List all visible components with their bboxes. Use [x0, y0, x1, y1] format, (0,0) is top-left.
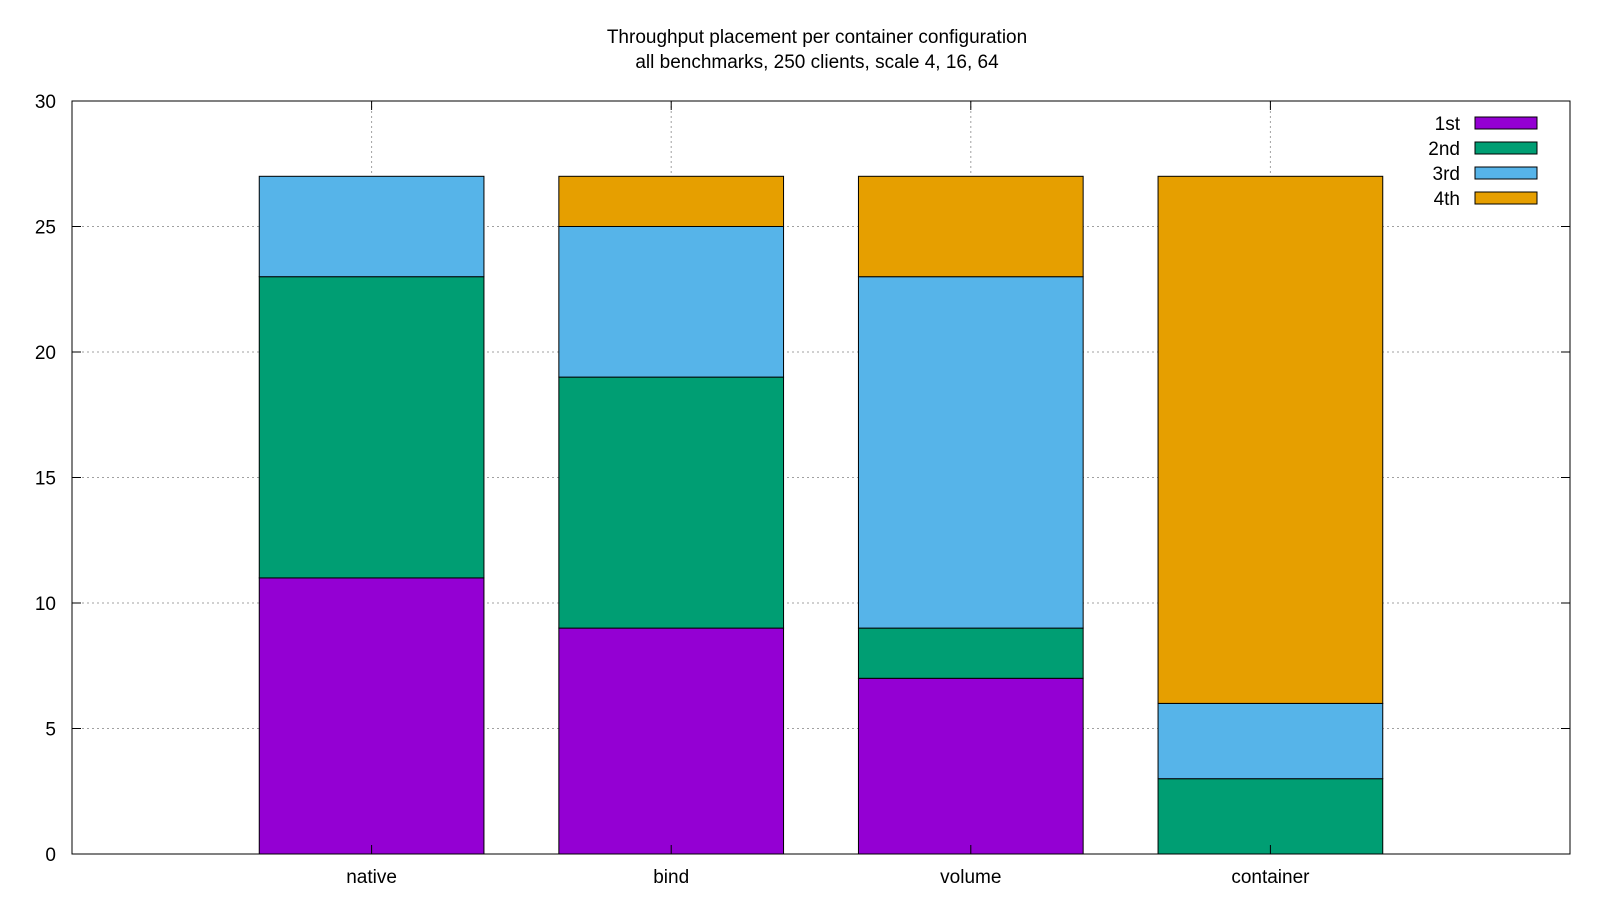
y-tick-label: 20: [35, 343, 56, 364]
legend: 1st 2nd 3rd 4th: [1428, 114, 1538, 210]
legend-swatch: [1474, 191, 1538, 205]
y-tick-label: 10: [35, 594, 56, 615]
chart-subtitle: all benchmarks, 250 clients, scale 4, 16…: [635, 52, 999, 73]
legend-label: 2nd: [1428, 139, 1460, 160]
bar-container-2nd: [1157, 778, 1384, 855]
x-tick-label: container: [1231, 867, 1310, 888]
y-tick-label: 0: [45, 845, 56, 866]
bar-bind-2nd: [558, 376, 785, 629]
plot-frame: [71, 100, 1571, 855]
x-tick-label: native: [346, 867, 397, 888]
bar-container-3rd: [1157, 702, 1384, 780]
legend-label: 1st: [1435, 114, 1461, 135]
bar-native-3rd: [258, 175, 485, 278]
legend-label: 3rd: [1433, 164, 1460, 185]
legend-label: 4th: [1434, 189, 1460, 210]
legend-swatch: [1474, 141, 1538, 155]
bar-native-2nd: [258, 276, 485, 579]
bar-container-4th: [1157, 175, 1384, 704]
bar-volume-3rd: [857, 276, 1084, 629]
bars: [258, 175, 1384, 855]
bar-bind-4th: [558, 175, 785, 228]
y-tick-label: 25: [35, 218, 56, 239]
y-tick-label: 15: [35, 469, 56, 490]
legend-swatch: [1474, 166, 1538, 180]
bar-bind-1st: [558, 627, 785, 855]
bar-volume-2nd: [857, 627, 1084, 679]
bar-volume-4th: [857, 175, 1084, 278]
bar-volume-1st: [857, 677, 1084, 855]
legend-swatch: [1474, 116, 1538, 130]
chart-title: Throughput placement per container confi…: [607, 27, 1027, 48]
x-axis: native bind volume container: [346, 101, 1310, 888]
y-tick-label: 5: [45, 720, 56, 741]
bar-native-1st: [258, 577, 485, 855]
x-tick-label: volume: [940, 867, 1001, 888]
bar-bind-3rd: [558, 226, 785, 378]
x-tick-label: bind: [653, 867, 689, 888]
y-tick-label: 30: [35, 92, 56, 113]
